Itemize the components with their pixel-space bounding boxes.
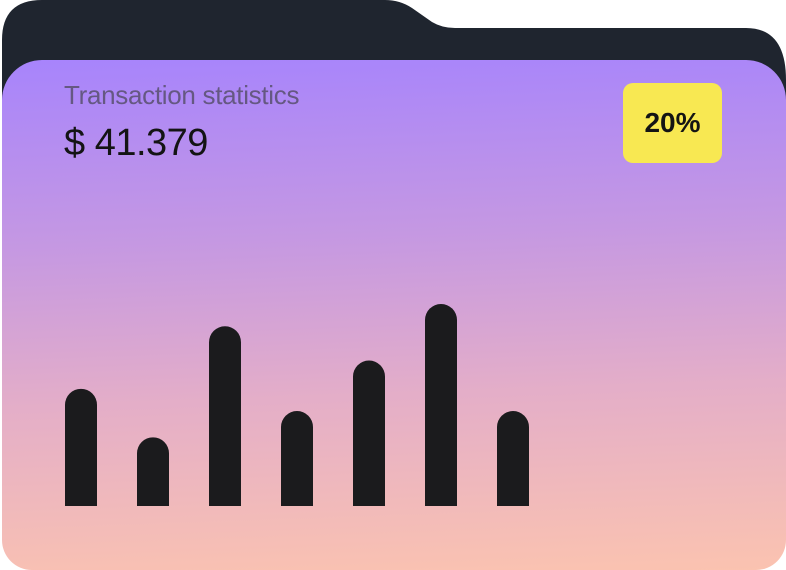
- transaction-amount: $ 41.379: [64, 122, 208, 164]
- card-title: Transaction statistics: [64, 80, 300, 110]
- bar-2: [137, 437, 169, 506]
- bar-1: [65, 388, 97, 506]
- bar-6: [425, 304, 457, 506]
- percent-badge: 20%: [623, 83, 722, 163]
- bar-5: [353, 360, 385, 506]
- bar-4: [281, 411, 313, 506]
- bar-3: [209, 326, 241, 506]
- bar-7: [497, 411, 529, 506]
